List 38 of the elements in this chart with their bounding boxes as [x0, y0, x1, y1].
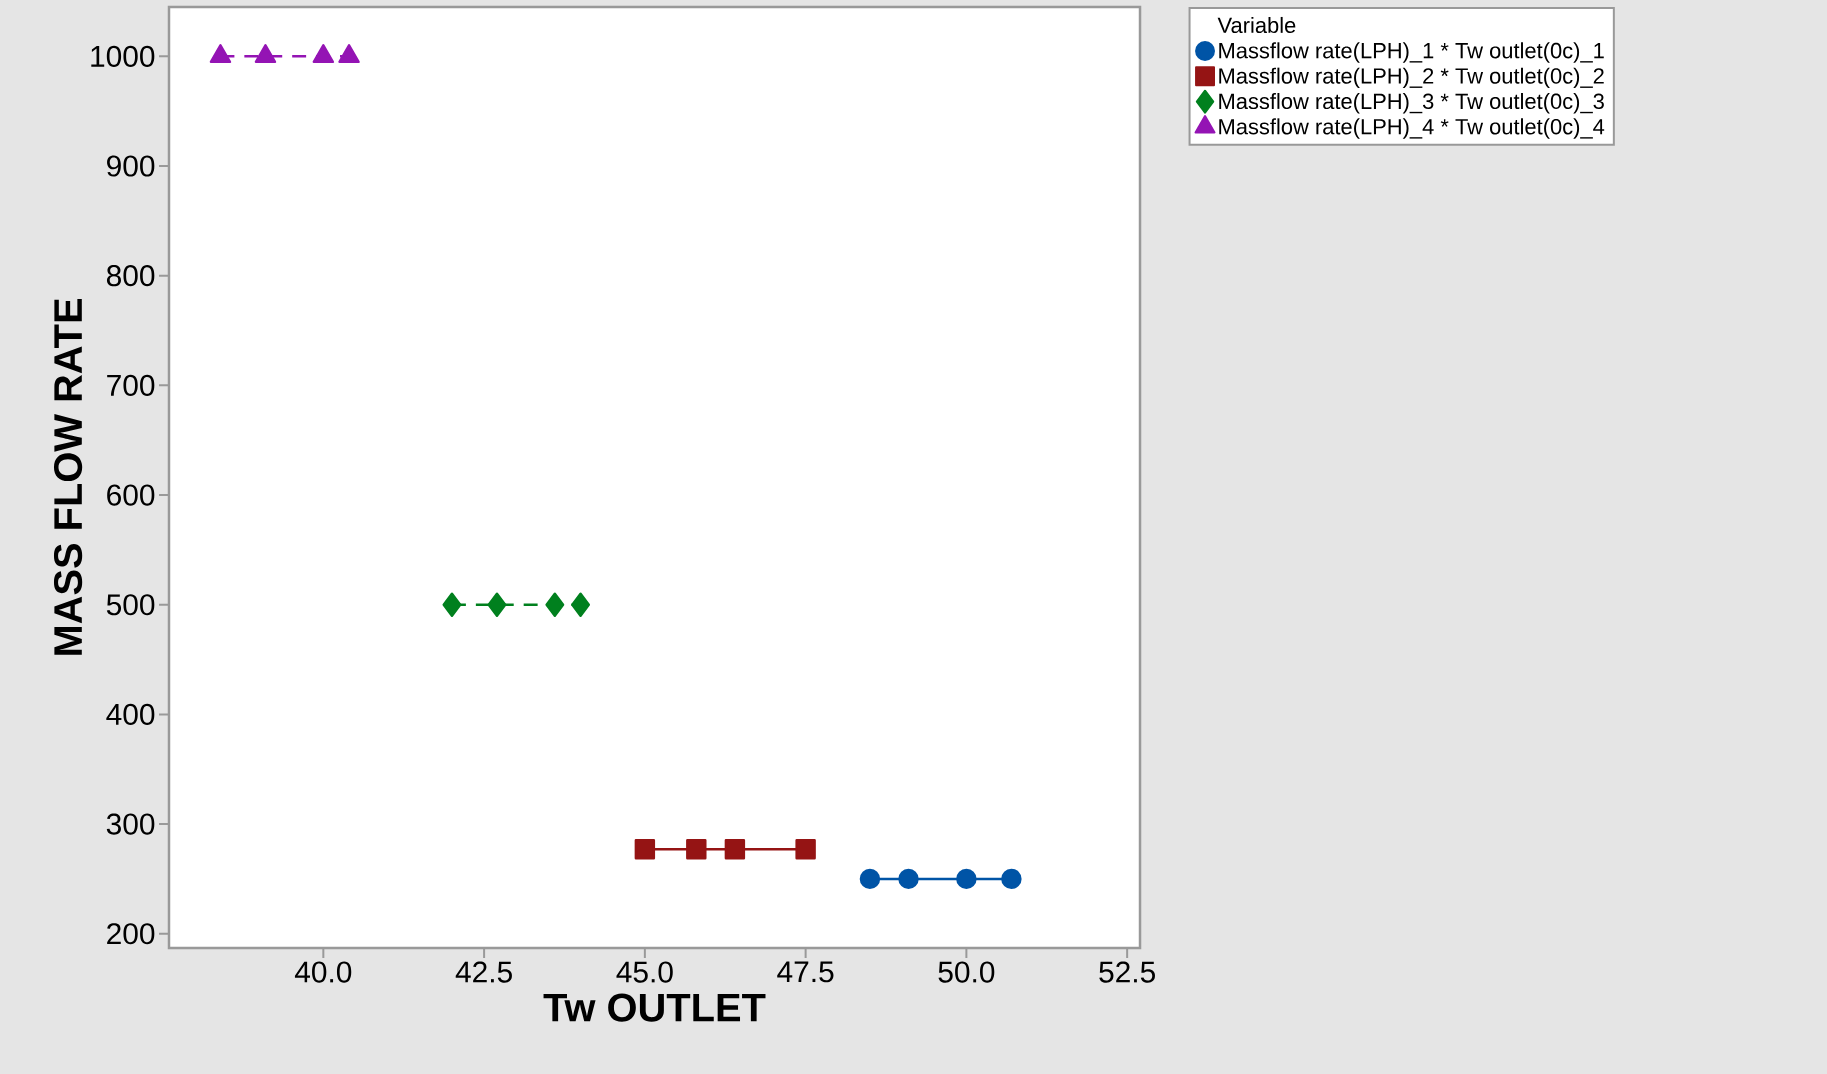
y-tick-label: 300: [106, 813, 155, 835]
point: [254, 44, 277, 64]
x-tick-label: 42.5: [455, 961, 512, 983]
y-tick-label: 500: [106, 594, 155, 616]
point: [442, 592, 462, 617]
y-tick-label: 200: [107, 923, 155, 945]
y-tick-label: 600: [107, 484, 155, 506]
point: [859, 868, 881, 890]
y-tick-label: 900: [107, 155, 155, 177]
point: [686, 839, 707, 860]
x-tick-label: 50.0: [938, 961, 995, 983]
y-tick-label: 700: [107, 374, 155, 396]
legend-title: Variable: [1217, 16, 1296, 34]
legend-label: Massflow rate(LPH)_1 * Tw outlet(0c)_1: [1219, 42, 1604, 63]
point: [338, 44, 360, 64]
legend-label: Massflow rate(LPH)_4 * Tw outlet(0c)_4: [1219, 118, 1605, 139]
point: [545, 592, 565, 617]
legend-label: Massflow rate(LPH)_2 * Tw outlet(0c)_2: [1219, 67, 1604, 89]
point: [795, 839, 816, 860]
x-axis-title: Tw OUTLET: [543, 993, 766, 1022]
point: [487, 592, 507, 617]
y-tick-label: 800: [106, 265, 155, 287]
y-tick-label: 1000: [91, 45, 155, 67]
x-tick-label: 45.0: [616, 961, 673, 983]
x-tick-label: 52.5: [1099, 961, 1155, 983]
x-tick-label: 47.5: [777, 961, 834, 983]
point: [571, 592, 591, 617]
point: [724, 839, 746, 860]
point: [634, 839, 656, 860]
point: [312, 44, 335, 64]
y-tick-label: 400: [106, 703, 155, 725]
y-axis-title: MASS FLOW RATE: [53, 298, 83, 655]
legend-label: Massflow rate(LPH)_3 * Tw outlet(0c)_3: [1219, 92, 1604, 114]
point: [898, 868, 919, 890]
point: [956, 868, 977, 890]
point: [1001, 868, 1022, 890]
point: [209, 44, 232, 64]
x-tick-label: 40.0: [294, 961, 352, 983]
